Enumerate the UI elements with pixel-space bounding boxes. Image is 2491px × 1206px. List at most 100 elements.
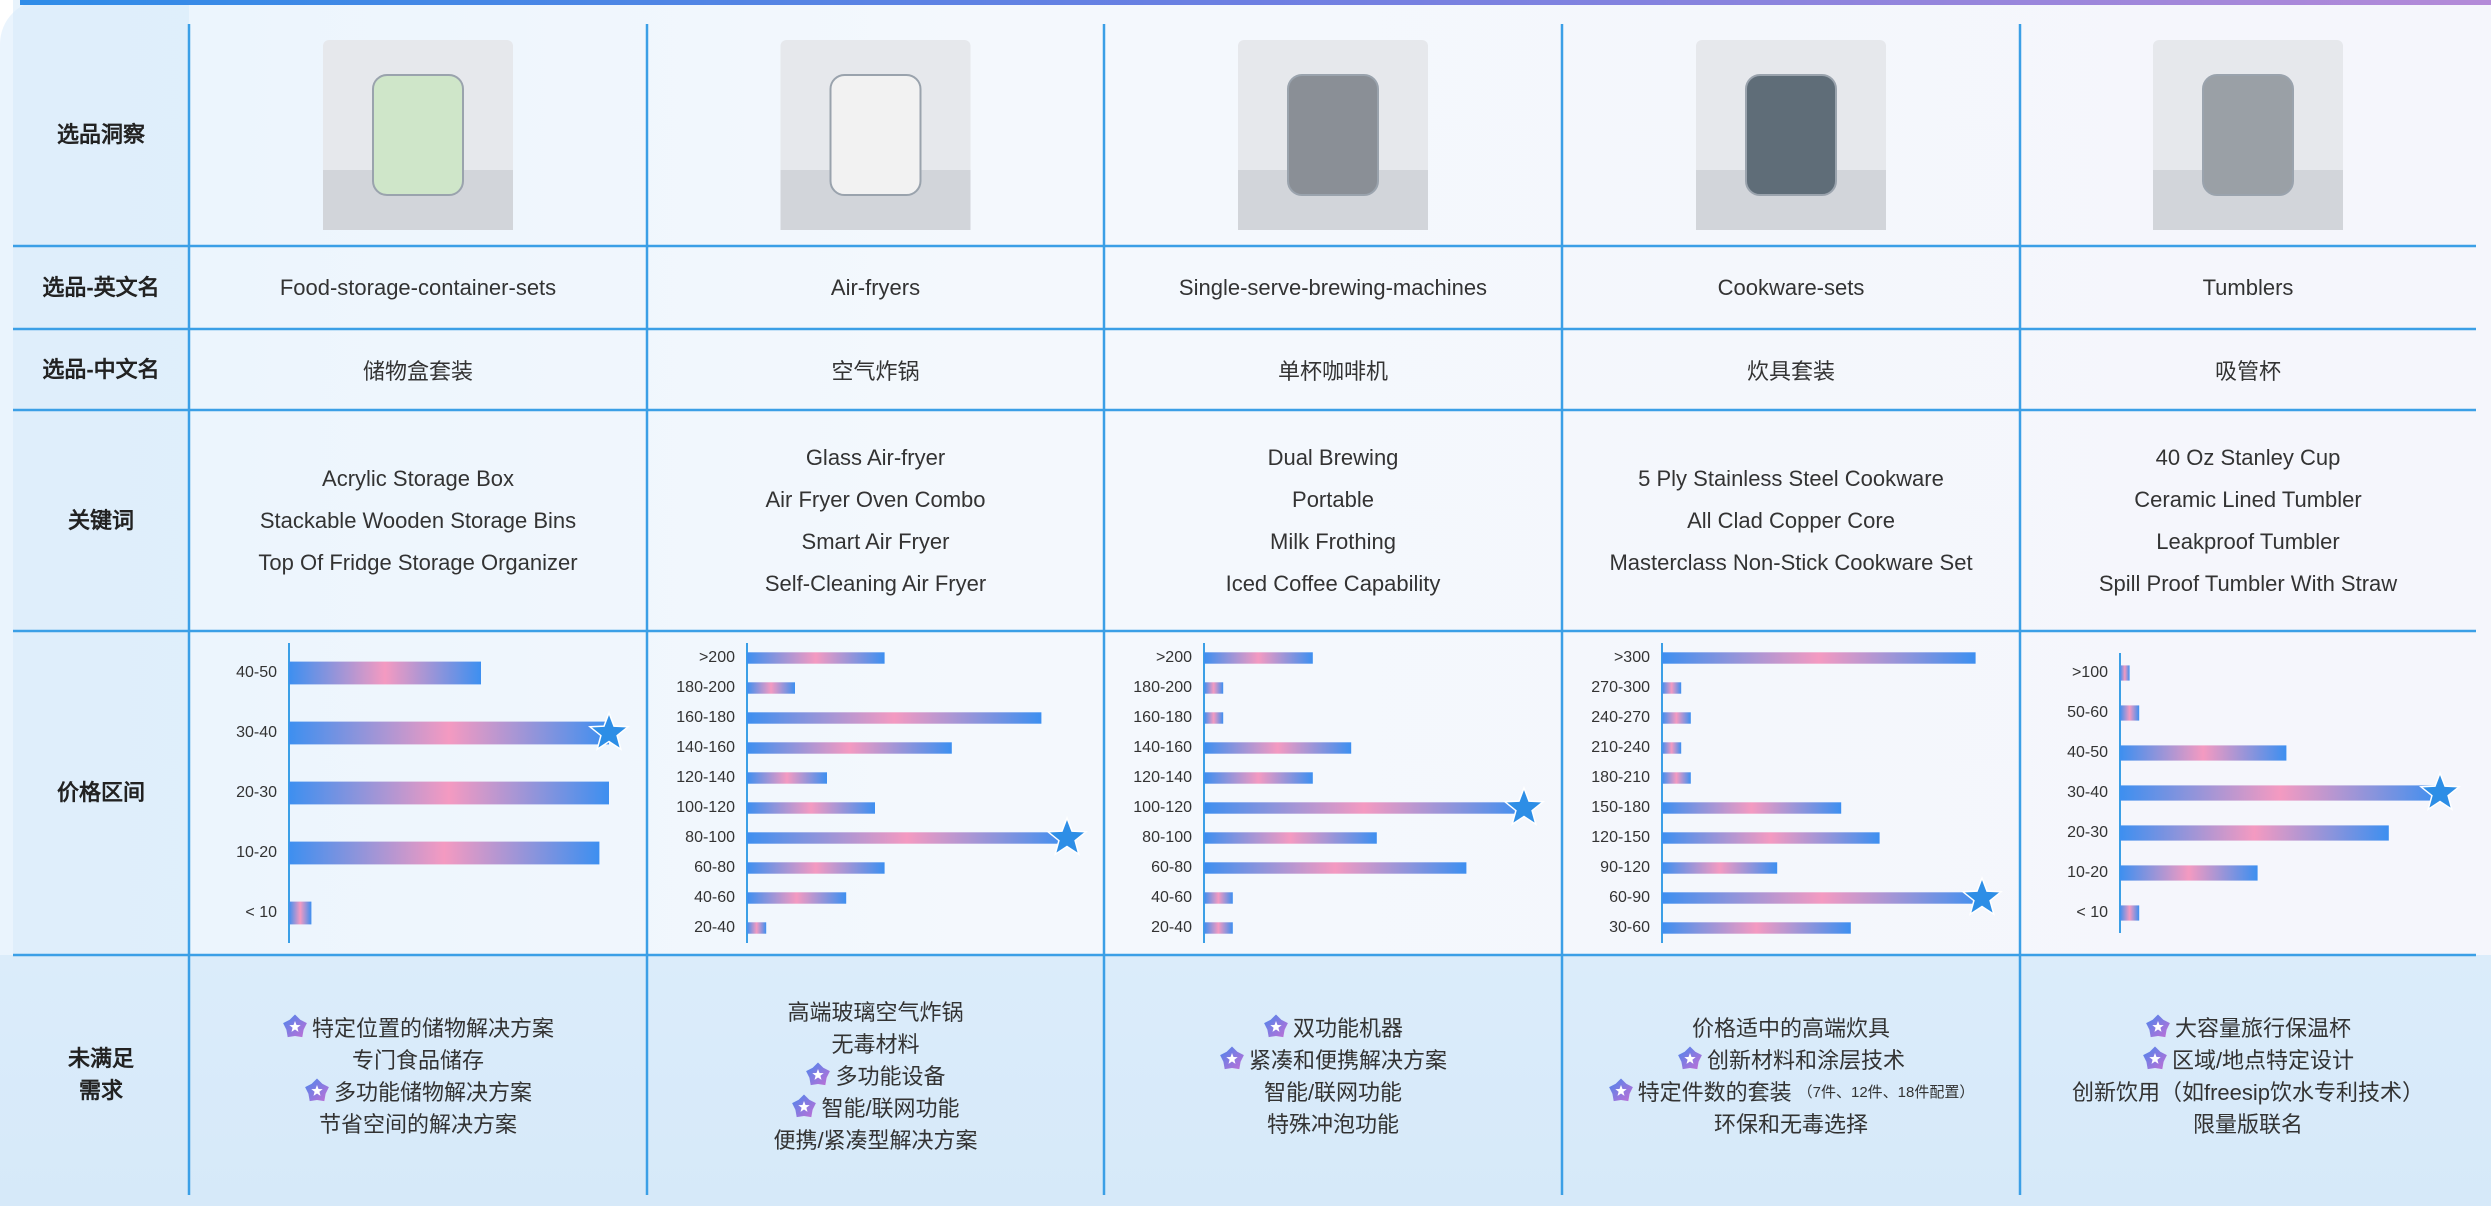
keyword: Glass Air-fryer <box>647 442 1104 474</box>
english-name: Single-serve-brewing-machines <box>1104 246 1562 329</box>
bar <box>2120 745 2286 760</box>
bar <box>1662 652 1976 663</box>
need-text: 多功能设备 <box>835 1059 945 1091</box>
page: 40-50 30-40 20-30 10-20 < 10 >200 180-200 160-1… <box>0 0 2491 1206</box>
need-line: 便携/紧凑型解决方案 <box>647 1123 1104 1155</box>
category-label: 80-100 <box>1142 829 1192 846</box>
row-header: 价格区间 <box>13 631 189 955</box>
keyword: Stackable Wooden Storage Bins <box>189 505 647 537</box>
category-label: < 10 <box>2076 904 2108 921</box>
image-object <box>1288 75 1378 195</box>
category-label: 40-50 <box>236 664 277 681</box>
need-line: 高端玻璃空气炸锅 <box>647 995 1104 1027</box>
category-label: < 10 <box>245 904 277 921</box>
need-icon <box>282 1014 308 1040</box>
category-label: 240-270 <box>1591 709 1650 726</box>
bar <box>1662 742 1681 753</box>
need-text: 紧凑和便携解决方案 <box>1249 1043 1447 1075</box>
need-line: 双功能机器 <box>1104 1011 1562 1043</box>
bar <box>2120 665 2130 680</box>
chinese-name: 空气炸锅 <box>647 329 1104 410</box>
bar <box>2120 905 2139 920</box>
need-line: 大容量旅行保温杯 <box>2020 1011 2476 1043</box>
category-label: >100 <box>2072 664 2108 681</box>
keywords-cell: Glass Air-fryer Air Fryer Oven Combo Smart… <box>647 410 1104 631</box>
need-text: 多功能储物解决方案 <box>334 1075 532 1107</box>
category-label: 80-100 <box>685 829 735 846</box>
keyword: Self-Cleaning Air Fryer <box>647 568 1104 600</box>
category-label: 20-40 <box>1151 919 1192 936</box>
need-text: 双功能机器 <box>1293 1011 1403 1043</box>
row-header: 关键词 <box>13 410 189 631</box>
need-text: 高端玻璃空气炸锅 <box>787 995 963 1027</box>
need-line: 多功能储物解决方案 <box>189 1075 647 1107</box>
need-line: 环保和无毒选择 <box>1562 1107 2020 1139</box>
keyword: Air Fryer Oven Combo <box>647 484 1104 516</box>
need-line: 特定件数的套装 （7件、12件、18件配置） <box>1562 1075 2020 1107</box>
keyword: All Clad Copper Core <box>1562 505 2020 537</box>
category-label: 30-40 <box>236 724 277 741</box>
keyword: Spill Proof Tumbler With Straw <box>2020 568 2476 600</box>
category-label: >200 <box>1156 649 1192 666</box>
bar <box>1204 682 1223 693</box>
bar <box>1662 892 1982 903</box>
category-label: 10-20 <box>2067 864 2108 881</box>
need-text: 特定件数的套装 <box>1638 1075 1792 1107</box>
category-label: 20-30 <box>236 784 277 801</box>
need-text: 大容量旅行保温杯 <box>2175 1011 2351 1043</box>
bar <box>1662 802 1841 813</box>
bar <box>1662 772 1691 783</box>
need-note: （7件、12件、18件配置） <box>1798 1081 1975 1102</box>
bar <box>747 922 766 933</box>
bar <box>747 772 827 783</box>
need-line: 创新材料和涂层技术 <box>1562 1043 2020 1075</box>
need-text: 创新饮用（如freesip饮水专利技术） <box>2072 1075 2424 1107</box>
category-label: 10-20 <box>236 844 277 861</box>
need-line: 紧凑和便携解决方案 <box>1104 1043 1562 1075</box>
bar <box>1204 862 1466 873</box>
category-label: 160-180 <box>676 709 735 726</box>
bar <box>747 832 1067 843</box>
need-line: 特定位置的储物解决方案 <box>189 1011 647 1043</box>
category-label: 50-60 <box>2067 704 2108 721</box>
need-text: 专门食品储存 <box>352 1043 484 1075</box>
category-label: >200 <box>699 649 735 666</box>
bar <box>747 682 795 693</box>
bar <box>747 802 875 813</box>
category-label: 30-40 <box>2067 784 2108 801</box>
chinese-name: 吸管杯 <box>2020 329 2476 410</box>
keyword: Portable <box>1104 484 1562 516</box>
bar <box>289 782 609 805</box>
english-name: Air-fryers <box>647 246 1104 329</box>
category-label: 120-140 <box>1133 769 1192 786</box>
keyword: 5 Ply Stainless Steel Cookware <box>1562 463 2020 495</box>
bar <box>747 892 846 903</box>
need-line: 限量版联名 <box>2020 1107 2476 1139</box>
english-name: Cookware-sets <box>1562 246 2020 329</box>
category-label: 100-120 <box>676 799 735 816</box>
need-text: 限量版联名 <box>2193 1107 2303 1139</box>
keyword: Iced Coffee Capability <box>1104 568 1562 600</box>
category-label: 60-80 <box>694 859 735 876</box>
bar <box>1662 682 1681 693</box>
category-label: 40-60 <box>694 889 735 906</box>
category-label: 40-50 <box>2067 744 2108 761</box>
product-image <box>2153 40 2343 230</box>
bar <box>1204 832 1377 843</box>
bar <box>1204 712 1223 723</box>
keyword: Smart Air Fryer <box>647 526 1104 558</box>
category-label: 180-200 <box>1133 679 1192 696</box>
keywords-cell: 5 Ply Stainless Steel Cookware All Clad C… <box>1562 410 2020 631</box>
bar <box>1204 892 1233 903</box>
need-text: 无毒材料 <box>831 1027 919 1059</box>
needs-cell: 高端玻璃空气炸锅无毒材料多功能设备智能/联网功能便携/紧凑型解决方案 <box>647 955 1104 1195</box>
category-label: 160-180 <box>1133 709 1192 726</box>
need-line: 区域/地点特定设计 <box>2020 1043 2476 1075</box>
keyword: Milk Frothing <box>1104 526 1562 558</box>
highlight-star <box>1963 878 2001 914</box>
image-object <box>2203 75 2293 195</box>
bar <box>1204 922 1233 933</box>
category-label: 120-140 <box>676 769 735 786</box>
bar <box>747 652 885 663</box>
